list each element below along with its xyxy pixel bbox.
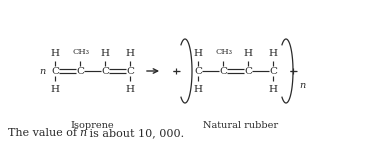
Text: H: H <box>51 48 59 57</box>
Text: C: C <box>76 66 84 76</box>
Text: C: C <box>194 66 202 76</box>
Text: n: n <box>79 128 86 138</box>
Text: CH₃: CH₃ <box>73 48 90 56</box>
Text: The value of: The value of <box>8 128 81 138</box>
Text: n: n <box>299 81 305 90</box>
Text: H: H <box>125 85 135 94</box>
Text: C: C <box>101 66 109 76</box>
Text: is about 10, 000.: is about 10, 000. <box>86 128 184 138</box>
Text: H: H <box>51 85 59 94</box>
Text: Isoprene: Isoprene <box>71 121 114 130</box>
Text: H: H <box>268 48 277 57</box>
Text: C: C <box>269 66 277 76</box>
Text: C: C <box>244 66 252 76</box>
Text: H: H <box>194 48 203 57</box>
Text: CH₃: CH₃ <box>215 48 232 56</box>
Text: n: n <box>39 66 45 76</box>
Text: C: C <box>126 66 134 76</box>
Text: H: H <box>243 48 253 57</box>
Text: Natural rubber: Natural rubber <box>203 121 278 130</box>
Text: C: C <box>51 66 59 76</box>
Text: H: H <box>268 85 277 94</box>
Text: C: C <box>219 66 227 76</box>
Text: H: H <box>101 48 110 57</box>
Text: H: H <box>194 85 203 94</box>
Text: H: H <box>125 48 135 57</box>
